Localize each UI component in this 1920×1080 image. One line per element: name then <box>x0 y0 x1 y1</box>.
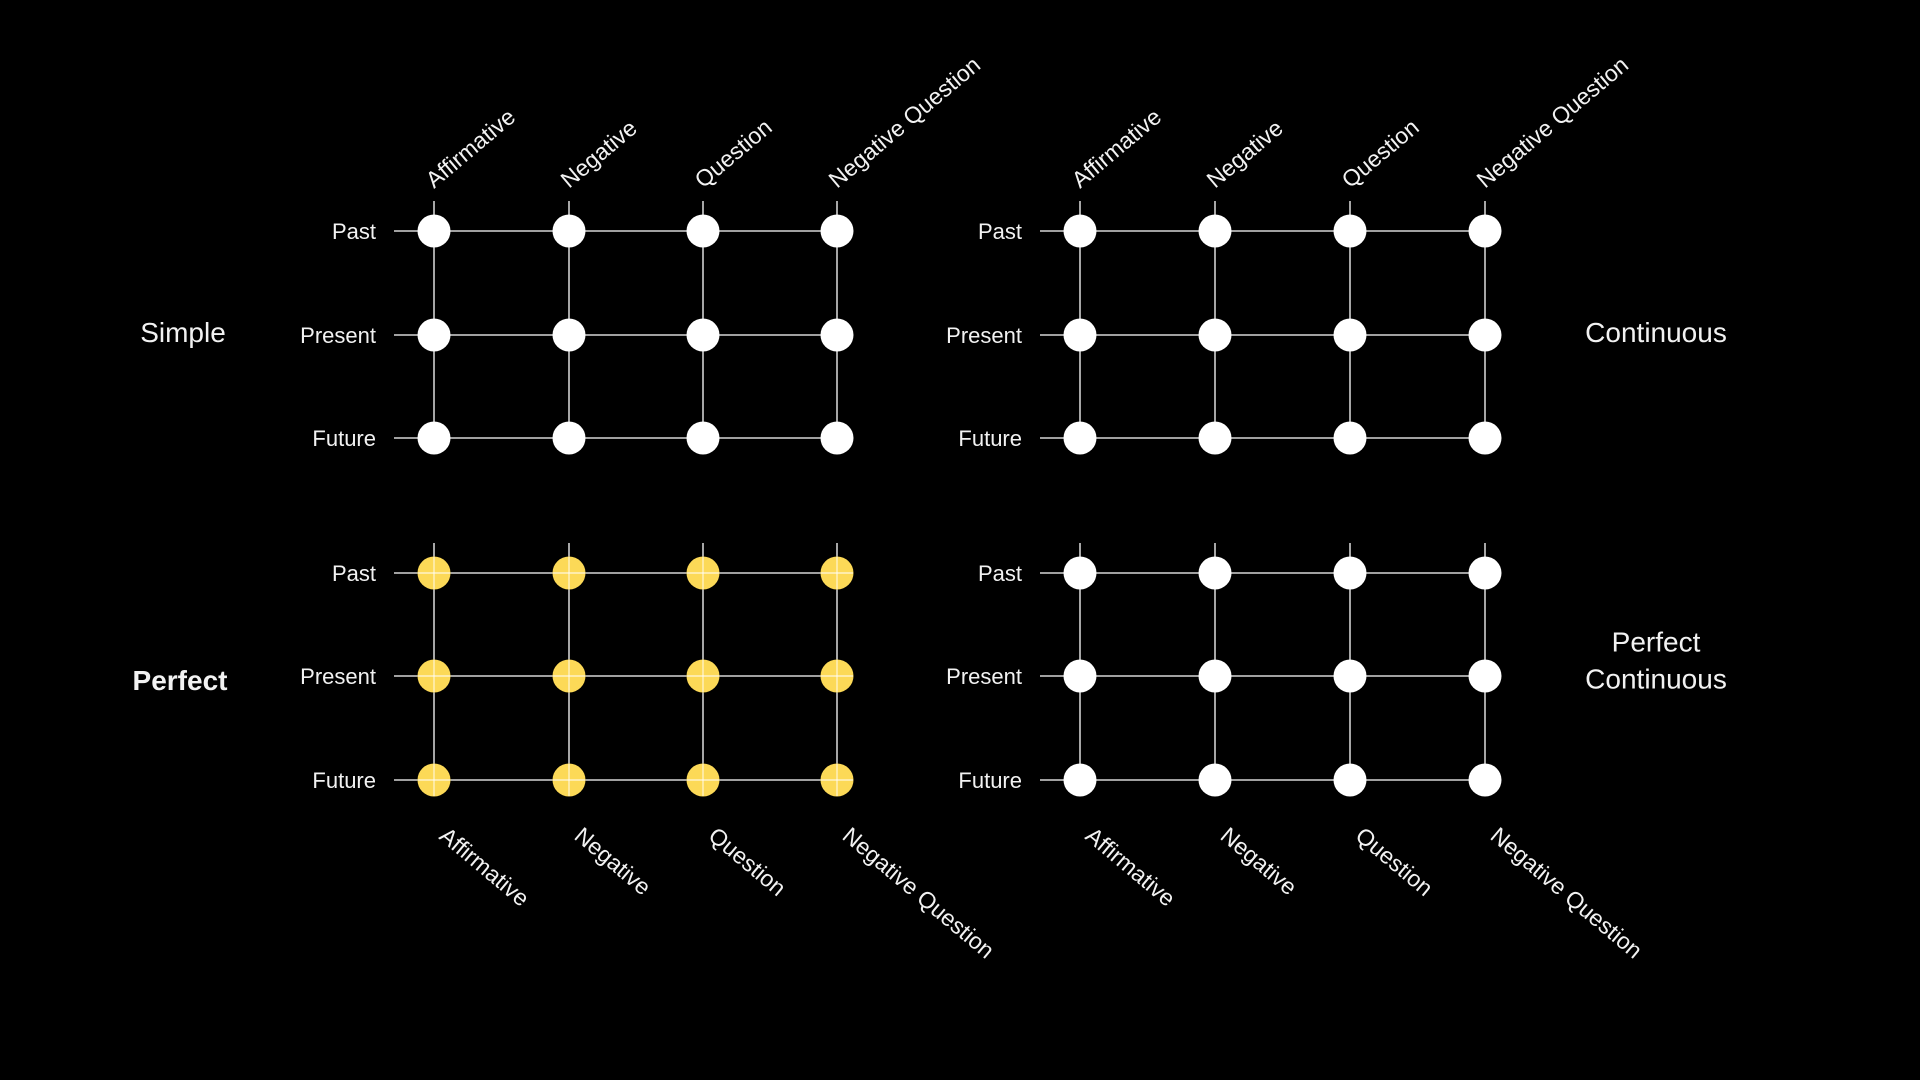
column-label-question: Question <box>1337 114 1424 193</box>
node-present-affirmative <box>417 318 451 352</box>
node-future-negative-question <box>1468 763 1502 797</box>
node-future-negative-question <box>820 421 854 455</box>
group-label-perfect-continuous-line-1: Perfect <box>1612 627 1701 658</box>
node-past-negative-question <box>1468 214 1502 248</box>
row-label-present: Present <box>300 323 376 348</box>
group-label-perfect-continuous-line-2: Continuous <box>1585 664 1727 695</box>
node-future-affirmative <box>417 421 451 455</box>
row-label-future: Future <box>312 426 376 451</box>
group-label-simple: Simple <box>140 317 226 348</box>
row-label-future: Future <box>958 426 1022 451</box>
column-label-question: Question <box>1351 822 1438 901</box>
column-label-negative: Negative <box>1216 822 1302 900</box>
column-label-question: Question <box>690 114 777 193</box>
row-label-future: Future <box>312 768 376 793</box>
node-future-question <box>1333 421 1367 455</box>
node-future-negative <box>1198 763 1232 797</box>
node-present-question <box>1333 318 1367 352</box>
node-past-affirmative <box>417 214 451 248</box>
column-label-negative-question: Negative Question <box>1486 822 1648 964</box>
row-label-present: Present <box>946 664 1022 689</box>
column-label-negative: Negative <box>556 115 642 193</box>
row-label-past: Past <box>332 219 376 244</box>
node-past-question <box>686 214 720 248</box>
node-past-affirmative <box>1063 556 1097 590</box>
column-label-affirmative: Affirmative <box>1067 103 1167 192</box>
node-past-negative <box>552 214 586 248</box>
row-label-future: Future <box>958 768 1022 793</box>
group-label-perfect: Perfect <box>133 665 228 696</box>
node-future-negative <box>552 421 586 455</box>
node-present-negative-question <box>1468 318 1502 352</box>
panel-perfect-continuous: Past Present Future Affirmative Negative Ques… <box>946 543 1727 963</box>
column-label-question: Question <box>704 822 791 901</box>
node-future-affirmative <box>1063 763 1097 797</box>
node-present-negative-question <box>1468 659 1502 693</box>
node-present-affirmative <box>1063 659 1097 693</box>
column-label-negative: Negative <box>1202 115 1288 193</box>
column-label-negative: Negative <box>570 822 656 900</box>
panel-continuous: Past Present Future Affirmative Negative Ques… <box>946 51 1727 455</box>
node-past-negative <box>1198 214 1232 248</box>
row-label-past: Past <box>978 561 1022 586</box>
group-label-continuous: Continuous <box>1585 317 1727 348</box>
column-label-negative-question: Negative Question <box>824 51 986 193</box>
node-present-affirmative <box>1063 318 1097 352</box>
node-future-question <box>1333 763 1367 797</box>
node-past-affirmative <box>1063 214 1097 248</box>
node-past-question <box>1333 214 1367 248</box>
node-past-negative-question <box>820 214 854 248</box>
row-label-past: Past <box>978 219 1022 244</box>
node-present-question <box>686 318 720 352</box>
column-label-affirmative: Affirmative <box>435 822 535 911</box>
column-label-negative-question: Negative Question <box>838 822 1000 964</box>
column-label-negative-question: Negative Question <box>1472 51 1634 193</box>
column-label-affirmative: Affirmative <box>1081 822 1181 911</box>
node-present-negative-question <box>820 318 854 352</box>
node-future-affirmative <box>1063 421 1097 455</box>
panel-perfect: Past Present Future Affirmative Negative Ques… <box>133 543 1000 964</box>
row-label-present: Present <box>946 323 1022 348</box>
node-past-negative-question <box>1468 556 1502 590</box>
node-present-question <box>1333 659 1367 693</box>
node-present-negative <box>1198 659 1232 693</box>
row-label-present: Present <box>300 664 376 689</box>
node-past-question <box>1333 556 1367 590</box>
panel-simple: Past Present Future Affirmative Negative Ques… <box>140 51 986 455</box>
node-present-negative <box>1198 318 1232 352</box>
node-future-negative-question <box>1468 421 1502 455</box>
node-past-negative <box>1198 556 1232 590</box>
node-future-question <box>686 421 720 455</box>
column-label-affirmative: Affirmative <box>421 103 521 192</box>
node-future-negative <box>1198 421 1232 455</box>
row-label-past: Past <box>332 561 376 586</box>
node-present-negative <box>552 318 586 352</box>
